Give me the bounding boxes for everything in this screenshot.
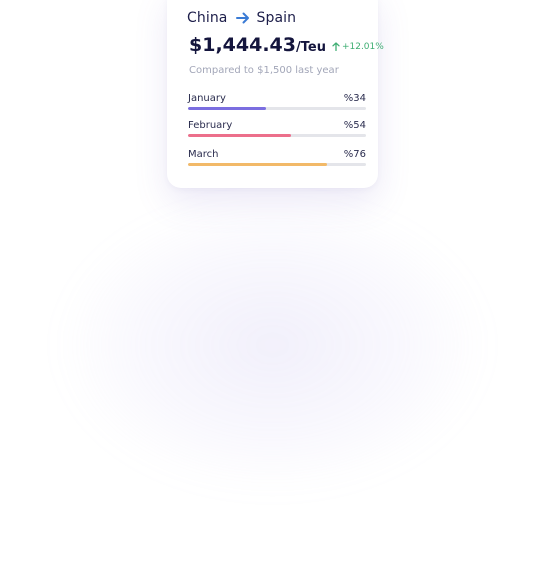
price-row: $1,444.43 /Teu +12.01%	[189, 34, 384, 56]
month-label: March	[188, 149, 219, 160]
freight-rate-card[interactable]: China Spain $1,444.43 /Teu +12.01% Compa…	[167, 0, 384, 188]
comparison-text: Compared to $1,500 last year	[189, 65, 339, 76]
progress-fill	[188, 134, 292, 137]
destination-label: Spain	[256, 10, 297, 26]
background-glow	[60, 200, 485, 490]
progress-track	[188, 163, 366, 166]
month-percent: %54	[343, 120, 366, 131]
progress-fill	[188, 163, 327, 166]
progress-fill	[188, 107, 267, 110]
month-label: February	[188, 120, 233, 131]
price-change: +12.01%	[332, 42, 384, 52]
month-row-january: January %34	[188, 93, 366, 110]
progress-track	[188, 134, 366, 137]
monthly-bars: January %34 February %54 March	[188, 93, 366, 176]
origin-label: China	[187, 10, 228, 26]
month-percent: %34	[343, 93, 366, 104]
month-label: January	[188, 93, 226, 104]
price-unit: /Teu	[295, 40, 326, 55]
month-row-february: February %54	[188, 120, 366, 137]
route: China Spain	[187, 10, 296, 26]
arrow-right-icon	[235, 12, 249, 24]
price-change-value: +12.01%	[341, 41, 384, 52]
arrow-up-icon	[332, 42, 340, 51]
month-percent: %76	[343, 149, 366, 160]
month-row-march: March %76	[188, 149, 366, 166]
progress-track	[188, 107, 366, 110]
price-amount: $1,444.43	[189, 34, 296, 56]
